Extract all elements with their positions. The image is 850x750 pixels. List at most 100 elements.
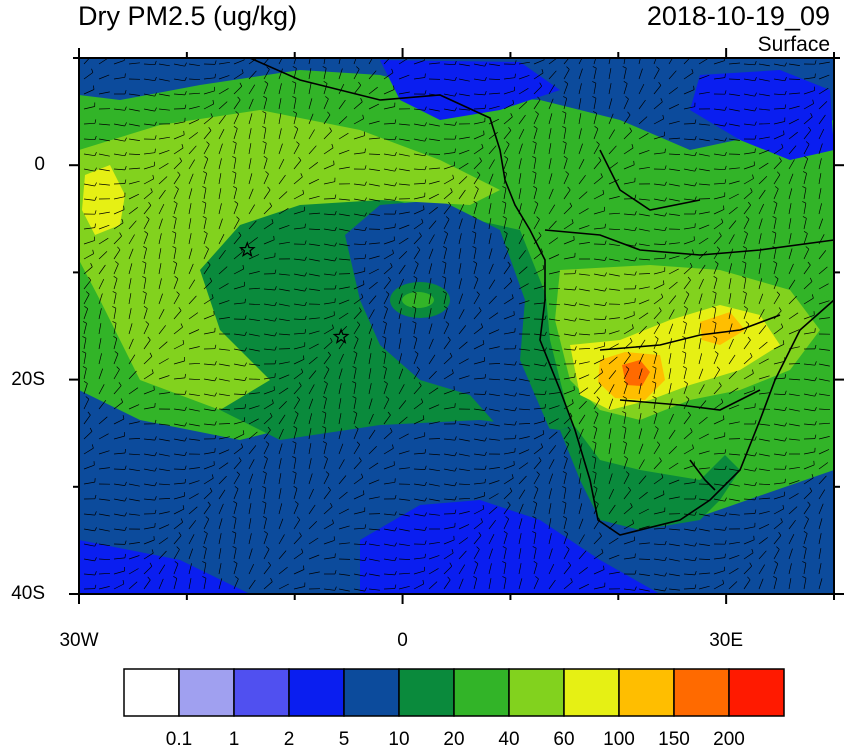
wind-barb — [518, 234, 525, 245]
wind-barb — [488, 203, 492, 215]
wind-barb — [683, 399, 690, 410]
wind-barb — [803, 248, 810, 260]
wind-barb — [668, 242, 680, 245]
wind-barb-flag — [262, 126, 267, 129]
wind-barb — [383, 383, 388, 395]
wind-barb — [413, 222, 424, 230]
wind-barb — [263, 239, 275, 245]
wind-barb — [473, 278, 479, 290]
wind-barb — [803, 281, 813, 290]
wind-barb-flag — [447, 336, 451, 341]
wind-barb-flag — [784, 76, 787, 81]
wind-barb-flag — [152, 174, 155, 179]
wind-barb-flag — [622, 396, 627, 399]
wind-barb-flag — [540, 443, 544, 448]
wind-barb — [533, 433, 544, 440]
wind-barb — [743, 526, 755, 530]
wind-barb — [383, 253, 394, 260]
wind-barb — [398, 211, 410, 215]
wind-barb — [248, 204, 255, 215]
wind-barb-flag — [442, 276, 447, 279]
wind-barb — [413, 353, 419, 365]
wind-barb — [743, 539, 755, 545]
wind-barb — [623, 540, 635, 545]
wind-barb — [128, 421, 140, 425]
wind-barb-flag — [502, 186, 507, 189]
wind-barb-flag — [442, 246, 447, 249]
wind-barb-flag — [292, 441, 297, 444]
wind-barb — [503, 130, 512, 140]
wind-barb-flag — [154, 452, 157, 457]
wind-barb-flag — [544, 390, 547, 395]
wind-barb — [308, 413, 313, 425]
wind-barb — [293, 443, 297, 455]
wind-barb — [533, 203, 539, 215]
wind-barb — [518, 378, 530, 382]
wind-barb — [158, 293, 163, 305]
wind-barb — [518, 475, 527, 485]
wind-barb — [788, 480, 800, 485]
wind-barb — [683, 431, 693, 440]
wind-barb — [83, 183, 95, 187]
wind-barb — [638, 243, 650, 247]
wind-barb-flag — [94, 182, 97, 187]
wind-barb — [473, 310, 482, 320]
wind-barb — [293, 345, 305, 350]
wind-barb — [113, 138, 125, 142]
wind-barb — [623, 557, 635, 560]
wind-barb — [818, 300, 830, 305]
wind-barb-flag — [600, 173, 603, 178]
wind-barb — [443, 565, 453, 575]
wind-barb — [638, 443, 644, 455]
wind-barb-flag — [234, 486, 239, 490]
wind-barb — [728, 206, 738, 215]
wind-barb — [293, 176, 303, 185]
wind-barb — [368, 168, 380, 171]
wind-barb — [353, 257, 366, 260]
wind-barb — [683, 58, 691, 65]
wind-barb — [323, 398, 327, 410]
wind-barb — [608, 68, 612, 80]
wind-barb — [413, 308, 417, 320]
wind-barb-flag — [565, 441, 570, 445]
wind-barb — [698, 224, 710, 230]
wind-barb — [803, 533, 808, 545]
wind-barb — [143, 263, 147, 275]
wind-barb — [728, 421, 740, 425]
wind-barb — [593, 144, 600, 155]
wind-barb — [293, 569, 305, 575]
wind-barb — [308, 317, 320, 320]
wind-barb — [743, 579, 751, 590]
wind-barb — [368, 462, 379, 470]
wind-barb — [563, 533, 569, 545]
wind-barb — [293, 473, 297, 485]
wind-barb-flag — [502, 201, 507, 204]
wind-barb-flag — [244, 347, 247, 352]
wind-barb — [818, 518, 823, 530]
wind-barb-flag — [473, 576, 477, 579]
colorbar-label: 200 — [713, 729, 745, 750]
colorbar-swatch — [178, 668, 235, 717]
wind-barb — [788, 438, 800, 441]
wind-barb — [278, 550, 287, 560]
wind-barb-flag — [334, 210, 337, 216]
wind-barb — [608, 288, 620, 291]
wind-barb — [713, 468, 726, 471]
wind-barb-flag — [724, 106, 727, 111]
wind-barb-flag — [664, 148, 666, 153]
wind-barb-flag — [304, 287, 307, 292]
wind-barb — [128, 354, 136, 365]
wind-barb — [98, 572, 111, 575]
wind-barb — [143, 468, 155, 472]
wind-barb-flag — [782, 504, 785, 509]
wind-barb — [233, 59, 245, 65]
wind-barb — [683, 72, 694, 80]
field-region-west-yellow — [82, 165, 125, 235]
wind-barb — [488, 480, 500, 485]
wind-barb — [503, 233, 508, 245]
wind-barb — [203, 393, 215, 397]
wind-barb — [518, 563, 522, 575]
wind-barb — [578, 361, 590, 365]
wind-barb — [98, 338, 102, 350]
wind-barb — [443, 63, 456, 66]
